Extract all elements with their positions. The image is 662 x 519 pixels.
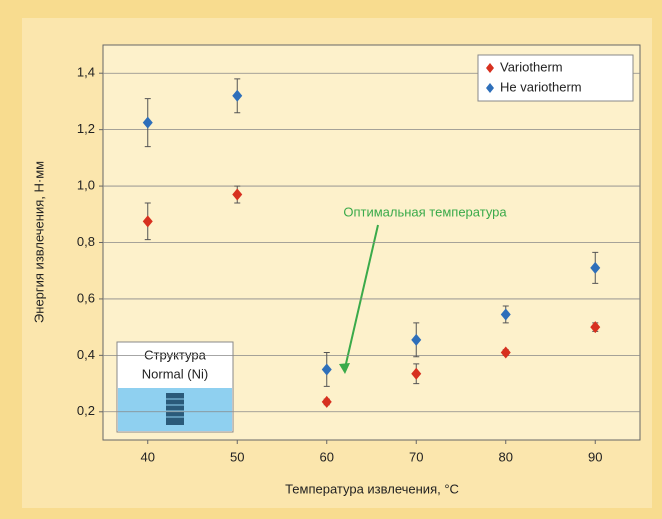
- x-tick-label: 40: [141, 449, 155, 464]
- y-tick-label: 0,8: [77, 234, 95, 249]
- y-tick-label: 1,2: [77, 121, 95, 136]
- marker: [411, 367, 422, 380]
- marker: [590, 261, 601, 274]
- marker: [590, 321, 601, 334]
- inset-text: Normal (Ni): [142, 366, 208, 381]
- marker: [232, 188, 243, 201]
- inset-text: Структура: [144, 347, 206, 362]
- x-tick-label: 90: [588, 449, 602, 464]
- y-tick-label: 1,4: [77, 65, 95, 80]
- marker: [142, 116, 153, 129]
- annotation-arrow: [344, 224, 379, 369]
- y-tick-label: 0,2: [77, 403, 95, 418]
- y-tick-label: 0,4: [77, 347, 95, 362]
- marker: [232, 89, 243, 102]
- x-tick-label: 70: [409, 449, 423, 464]
- legend-marker: [486, 83, 494, 93]
- legend-label: He variotherm: [500, 79, 582, 94]
- marker: [500, 346, 511, 359]
- y-tick-label: 1,0: [77, 178, 95, 193]
- y-tick-label: 0,6: [77, 290, 95, 305]
- x-tick-label: 50: [230, 449, 244, 464]
- annotation: Оптимальная температура: [343, 204, 507, 219]
- annotation-arrowhead: [339, 363, 350, 374]
- legend-label: Variotherm: [500, 59, 563, 74]
- marker: [142, 215, 153, 228]
- marker: [411, 333, 422, 346]
- legend-marker: [486, 63, 494, 73]
- inset-icon: [166, 393, 184, 425]
- marker: [321, 363, 332, 376]
- x-tick-label: 60: [320, 449, 334, 464]
- inset: Структура Normal (Ni): [116, 341, 234, 433]
- inset-stripes: [166, 398, 184, 418]
- legend-box: [477, 54, 634, 102]
- y-axis-label: Энергия извлечения, Н·мм: [31, 161, 46, 323]
- x-axis-label: Температура извлечения, °C: [285, 481, 459, 496]
- x-tick-label: 80: [499, 449, 513, 464]
- marker: [500, 308, 511, 321]
- marker: [321, 395, 332, 408]
